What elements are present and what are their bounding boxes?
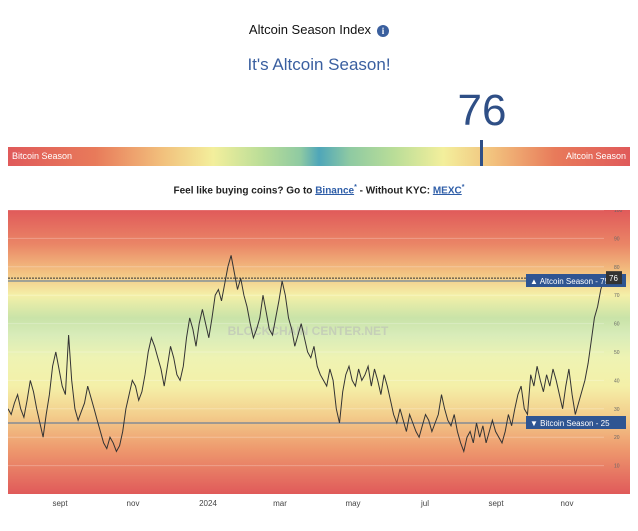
current-value-badge [606, 271, 622, 285]
y-tick-label: 60 [614, 322, 620, 328]
y-tick-label: 50 [614, 350, 620, 356]
y-tick-label: 30 [614, 407, 620, 413]
threshold-label: ▼ Bitcoin Season - 25 [530, 419, 610, 428]
x-tick-label: sept [52, 499, 68, 508]
index-value: 76 [457, 86, 507, 135]
x-tick-label: nov [127, 499, 140, 508]
promo-mid: - Without KYC: [356, 185, 433, 197]
binance-link[interactable]: Binance [315, 185, 355, 197]
season-status: It's Altcoin Season! [247, 55, 391, 74]
x-tick-label: nov [561, 499, 574, 508]
page-title: Altcoin Season Index [248, 22, 372, 37]
y-tick-label: 80 [614, 265, 620, 271]
x-tick-label: mar [273, 499, 287, 508]
y-tick-label: 70 [614, 293, 620, 299]
y-tick-label: 90 [614, 236, 620, 242]
threshold-badge [526, 274, 626, 287]
promo-prefix: Feel like buying coins? Go to [173, 185, 316, 197]
chart-background [8, 210, 630, 494]
y-tick-label: 10 [614, 464, 620, 470]
gauge-marker [480, 140, 483, 166]
y-tick-label: 40 [614, 378, 620, 384]
promo-line: Feel like buying coins? Go to Binance* -… [0, 184, 638, 196]
mexc-link[interactable]: MEXC [432, 185, 462, 197]
binance-mark: * [354, 184, 357, 191]
x-tick-label: jul [420, 499, 429, 508]
season-gauge: Bitcoin Season Altcoin Season [8, 147, 630, 166]
x-tick-label: may [345, 499, 360, 508]
x-tick-label: sept [488, 499, 504, 508]
y-tick-label: 100 [614, 210, 623, 214]
threshold-label: ▲ Altcoin Season - 75 [530, 277, 610, 286]
gauge-label-bitcoin: Bitcoin Season [12, 151, 73, 161]
info-icon[interactable]: i [377, 24, 390, 37]
series-line [7, 255, 605, 454]
y-tick-label: 20 [614, 435, 620, 441]
chart-container: BLOCKCHAIN CENTER.NET 10 20 30 40 50 60 70 80 90… [7, 208, 630, 526]
chart-watermark: BLOCKCHAIN CENTER.NET [228, 324, 389, 338]
mexc-mark: * [461, 184, 465, 191]
current-value-label: 76 [609, 274, 618, 283]
x-tick-label: 2024 [199, 499, 217, 508]
index-title-row: Altcoin Season Index i [0, 22, 638, 37]
gauge-label-altcoin: Altcoin Season [565, 151, 626, 161]
threshold-badge [526, 416, 626, 429]
altcoin-index-chart: BLOCKCHAIN CENTER.NET 10 20 30 40 50 60 70 80 90… [7, 208, 630, 508]
